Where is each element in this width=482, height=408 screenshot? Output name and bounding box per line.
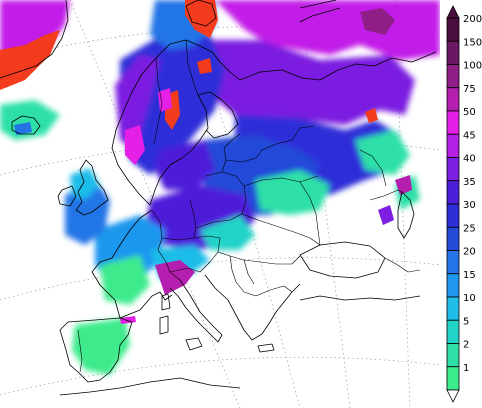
color-legend: 200 150 100 75 50 45 40 35 30 25 20 15 10 5 2 1	[440, 0, 482, 408]
legend-band-45	[446, 133, 460, 158]
precip-area-white-sea-extreme	[197, 58, 212, 74]
legend-band-1	[446, 366, 460, 391]
legend-band-25	[446, 226, 460, 251]
precip-area-balkans-north	[200, 215, 255, 250]
legend-band-35	[446, 180, 460, 205]
precip-area-baltic	[155, 140, 215, 190]
precip-field	[0, 0, 440, 375]
legend-band-50	[446, 110, 460, 135]
legend-cap-bottom	[446, 389, 460, 403]
borders	[77, 39, 421, 373]
legend-label-5: 5	[463, 316, 469, 327]
legend-label-25: 25	[463, 223, 476, 234]
legend-band-5	[446, 319, 460, 344]
legend-band-200	[446, 17, 460, 42]
precip-area-nrussia	[200, 40, 415, 125]
legend-band-30	[446, 203, 460, 228]
legend-band-15	[446, 273, 460, 298]
precip-area-svalbard-extreme	[185, 0, 218, 38]
legend-label-200: 200	[463, 14, 482, 25]
legend-label-15: 15	[463, 270, 476, 281]
precip-area-scandinavia-peak	[125, 125, 145, 165]
precip-area-ukraine-west	[255, 170, 330, 215]
precip-area-bay-of-biscay	[70, 168, 100, 200]
legend-label-50: 50	[463, 107, 476, 118]
coastlines	[0, 0, 437, 396]
legend-band-10	[446, 296, 460, 321]
legend-labels: 200 150 100 75 50 45 40 35 30 25 20 15 10 5 2 1	[463, 14, 482, 374]
legend-label-2: 2	[463, 340, 469, 351]
precip-area-urals-extreme	[365, 108, 378, 123]
legend-band-75	[446, 87, 460, 112]
legend-band-150	[446, 40, 460, 65]
legend-cap-top	[446, 5, 460, 19]
legend-label-100: 100	[463, 61, 482, 72]
precip-area-gascony	[100, 255, 150, 305]
legend-canvas: 200 150 100 75 50 45 40 35 30 25 20 15 10 5 2 1	[446, 5, 482, 403]
legend-band-20	[446, 250, 460, 275]
legend-label-45: 45	[463, 130, 476, 141]
legend-label-20: 20	[463, 247, 476, 258]
legend-label-1: 1	[463, 363, 469, 374]
legend-label-35: 35	[463, 177, 476, 188]
legend-label-40: 40	[463, 154, 476, 165]
precip-area-norway-coast	[115, 55, 160, 150]
precip-area-norway-speck	[14, 122, 32, 135]
precip-area-russia-east-1	[355, 130, 410, 175]
precip-area-iberia	[72, 318, 130, 375]
legend-label-10: 10	[463, 293, 476, 304]
precip-area-finland-peak	[158, 88, 172, 112]
legend-label-150: 150	[463, 37, 482, 48]
map-canvas	[0, 0, 440, 408]
legend-label-30: 30	[463, 200, 476, 211]
precip-area-greenland-extreme	[0, 30, 60, 90]
precip-area-caspian-peak	[395, 175, 412, 195]
precip-area-arctic-peak	[360, 8, 395, 35]
precipitation-map	[0, 0, 440, 408]
legend-band-100	[446, 64, 460, 89]
legend-band-40	[446, 157, 460, 182]
legend-band-2	[446, 343, 460, 368]
legend-bands	[446, 5, 460, 403]
precip-area-caucasus-streak	[378, 205, 394, 225]
legend-label-75: 75	[463, 84, 476, 95]
